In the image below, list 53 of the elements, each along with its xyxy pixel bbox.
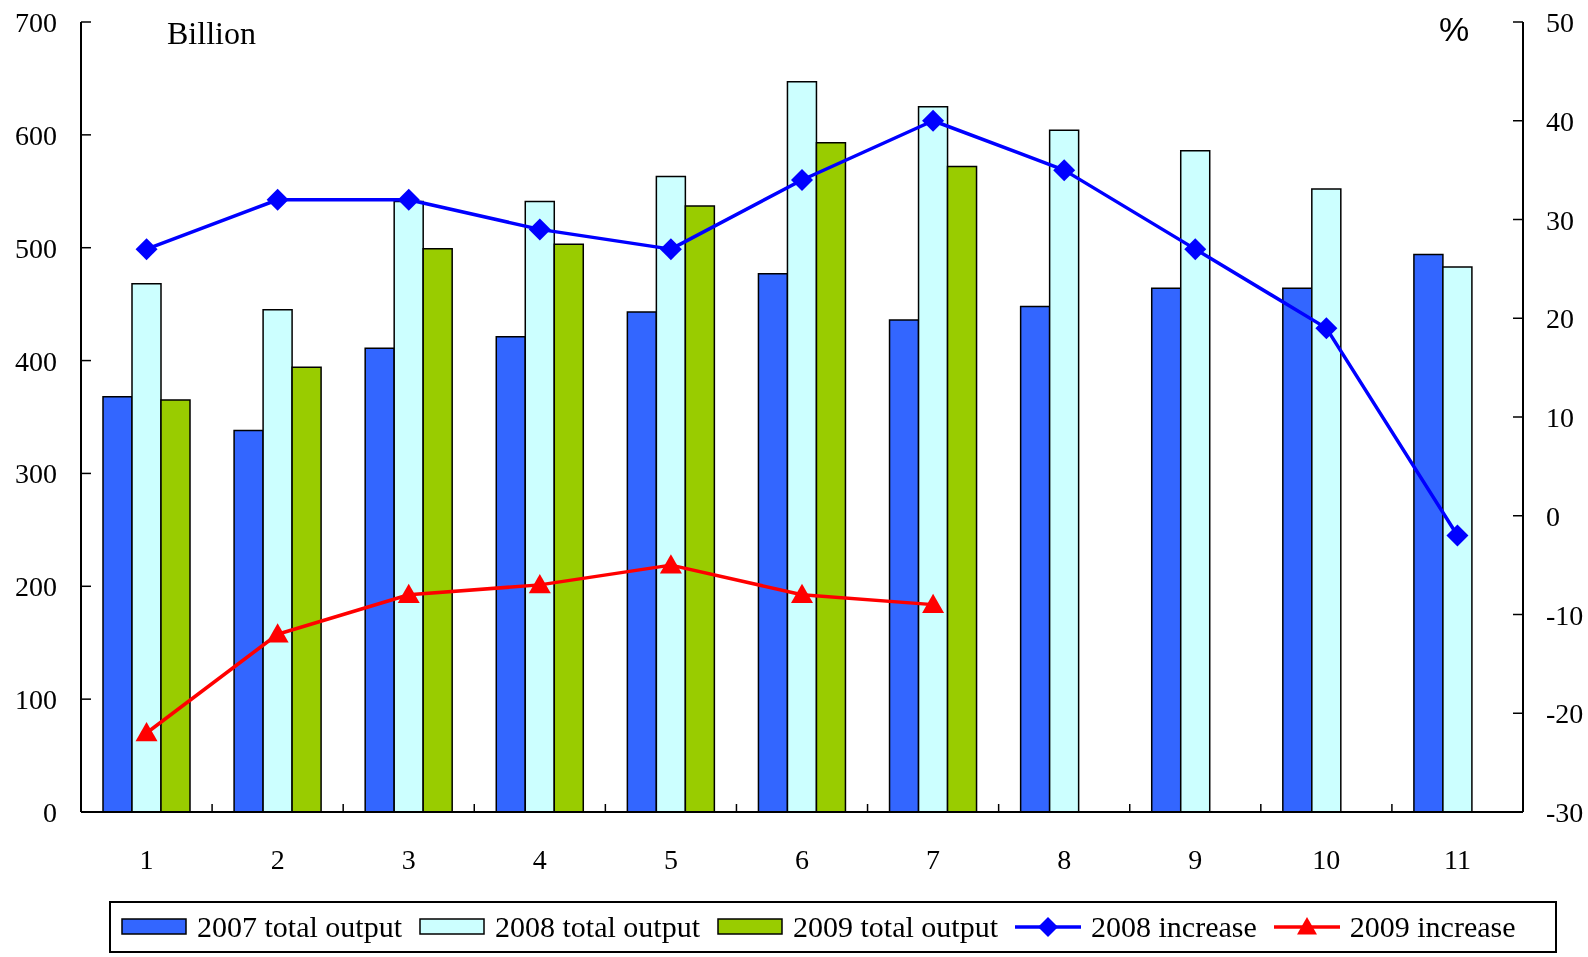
point bbox=[528, 573, 551, 594]
legend-label: 2008 total output bbox=[495, 910, 700, 944]
y-axis-title: Billion bbox=[167, 15, 256, 51]
y2-tick-label: -10 bbox=[1546, 599, 1584, 631]
y2-tick-label: 50 bbox=[1546, 7, 1574, 38]
point bbox=[528, 218, 551, 241]
point bbox=[791, 169, 813, 191]
y2-tick-label: 10 bbox=[1546, 402, 1574, 433]
y2-tick-label: 0 bbox=[1546, 500, 1560, 532]
y-tick-label: 300 bbox=[15, 458, 57, 490]
x-tick-label: 11 bbox=[1443, 844, 1471, 875]
x-tick-label: 4 bbox=[532, 844, 547, 875]
point bbox=[266, 623, 289, 643]
y-tick-label: 500 bbox=[15, 232, 57, 264]
legend-label: 2009 increase bbox=[1349, 910, 1516, 944]
y-tick-label: 200 bbox=[15, 571, 57, 603]
point bbox=[922, 109, 945, 132]
x-tick-label: 6 bbox=[795, 844, 809, 875]
x-tick-label: 10 bbox=[1312, 844, 1341, 875]
x-tick-label: 7 bbox=[926, 844, 941, 875]
y2-tick-label: 20 bbox=[1546, 303, 1574, 335]
y-tick-label: 0 bbox=[43, 797, 57, 828]
point bbox=[397, 583, 420, 603]
y-tick-label: 700 bbox=[15, 7, 57, 38]
point bbox=[922, 593, 945, 613]
y2-axis-title: % bbox=[1439, 10, 1470, 48]
point bbox=[1184, 238, 1207, 261]
y-tick-label: 400 bbox=[15, 345, 57, 377]
y-tick-label: 100 bbox=[15, 684, 57, 716]
legend-label: 2007 total output bbox=[197, 910, 402, 944]
point bbox=[266, 188, 289, 211]
legend-label: 2009 total output bbox=[793, 910, 998, 944]
point bbox=[791, 583, 813, 603]
y2-tick-label: -30 bbox=[1546, 797, 1584, 828]
legend-label: 2008 increase bbox=[1091, 910, 1257, 944]
x-tick-label: 1 bbox=[139, 844, 154, 875]
x-tick-label: 8 bbox=[1057, 844, 1072, 875]
point bbox=[135, 238, 158, 261]
y2-tick-label: -20 bbox=[1546, 698, 1584, 730]
y-tick-label: 600 bbox=[15, 119, 57, 151]
point bbox=[1053, 159, 1076, 182]
point bbox=[397, 188, 420, 211]
y2-tick-label: 30 bbox=[1546, 204, 1574, 236]
y2-tick-label: 40 bbox=[1546, 105, 1574, 137]
x-tick-label: 3 bbox=[401, 844, 416, 875]
x-tick-label: 5 bbox=[663, 844, 678, 875]
point bbox=[659, 554, 682, 574]
x-tick-label: 2 bbox=[270, 844, 285, 875]
point bbox=[135, 722, 158, 742]
point bbox=[1315, 317, 1338, 340]
point bbox=[659, 238, 682, 261]
point bbox=[1446, 524, 1469, 547]
x-tick-label: 9 bbox=[1188, 844, 1203, 875]
